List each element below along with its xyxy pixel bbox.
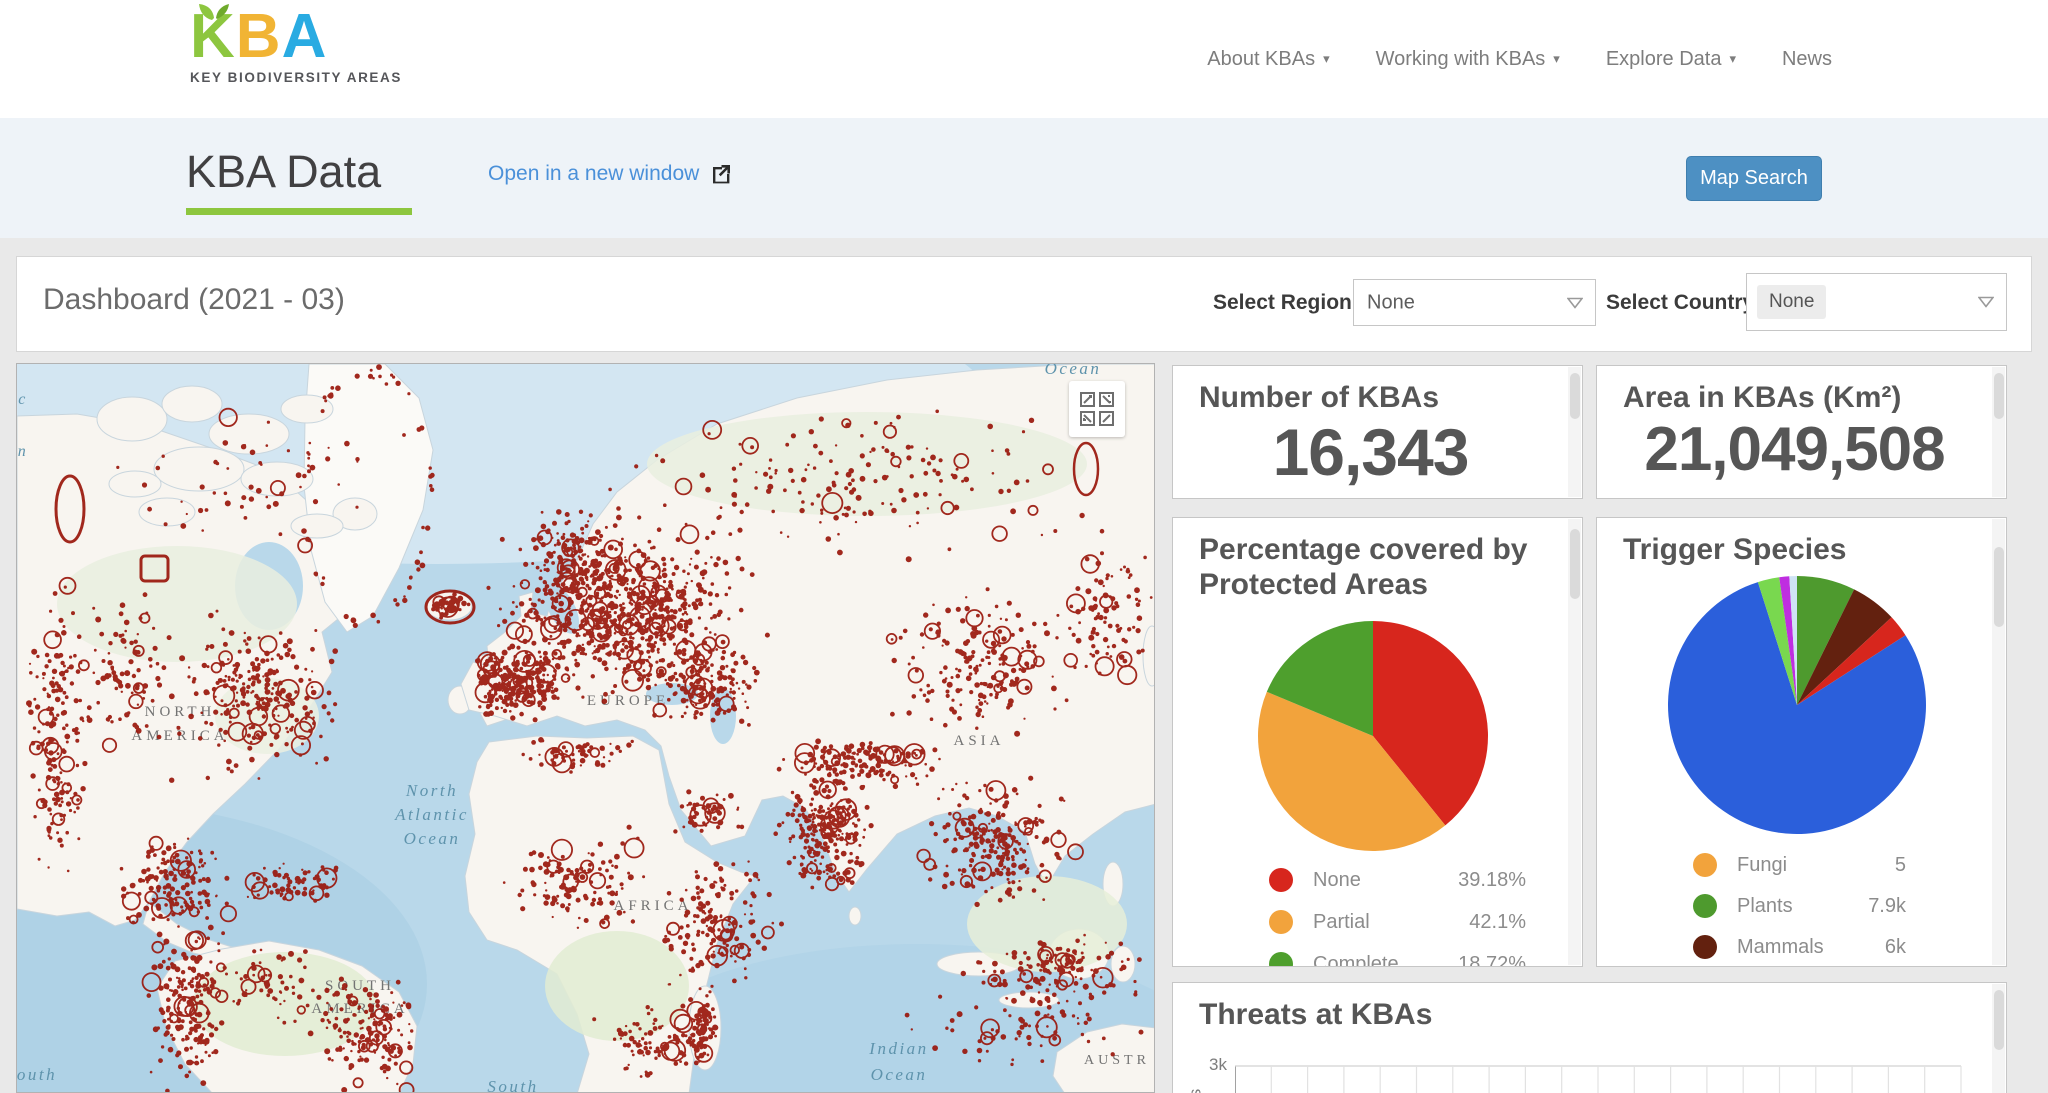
scrollbar-thumb[interactable] [1569,373,1580,419]
scrollbar [1992,984,2005,1093]
svg-text:Ocean: Ocean [1045,364,1102,378]
site-header: KBA KEY BIODIVERSITY AREAS About KBAs ▾ W… [0,0,2048,118]
expand-icon [1080,392,1114,426]
card-title: Threats at KBAs [1199,998,1433,1031]
map-expand-button[interactable] [1069,381,1125,437]
svg-text:NORTH: NORTH [145,704,216,720]
svg-text:Atlantic: Atlantic [394,805,469,824]
external-link-icon [713,165,731,184]
select-region-label: Select Region [1213,291,1352,314]
svg-text:South: South [487,1077,538,1093]
legend-dot [1693,853,1717,877]
area-in-kbas-card: Area in KBAs (Km²) 21,049,508 [1596,365,2007,499]
svg-text:EUROPE: EUROPE [587,693,669,709]
dashboard-title: Dashboard (2021 - 03) [43,283,345,316]
nav-explore-data[interactable]: Explore Data ▾ [1605,47,1736,70]
svg-text:n: n [18,443,29,460]
number-of-kbas-card: Number of KBAs 16,343 [1172,365,1583,499]
scrollbar-thumb[interactable] [1993,547,2004,627]
select-country-dropdown[interactable]: None [1746,273,2007,331]
card-title: Area in KBAs (Km²) [1623,381,1902,414]
y-axis-label-partial: s [1185,1088,1205,1093]
threats-at-kbas-card: Threats at KBAs 3k s [1172,982,2007,1093]
card-title: Percentage covered by Protected Areas [1199,533,1528,602]
area-in-kbas-value: 21,049,508 [1644,415,1945,484]
legend-dot [1269,910,1293,934]
threats-chart-gridlines [1235,1065,1962,1093]
chevron-down-icon: ▾ [1323,50,1330,66]
chevron-down-icon: ▾ [1729,50,1736,66]
kba-logo-letters: KBA [190,2,328,71]
scrollbar [1568,519,1581,965]
legend-dot [1693,894,1717,918]
legend-item: Plants 7.9k [1693,889,1906,923]
dropdown-caret-icon [1567,297,1583,308]
svg-text:AFRICA: AFRICA [613,898,692,914]
chevron-down-icon: ▾ [1553,50,1560,66]
nav-working-with-kbas[interactable]: Working with KBAs ▾ [1375,47,1560,70]
select-country-label: Select Country [1606,291,1755,314]
logo-tagline: KEY BIODIVERSITY AREAS [190,70,402,85]
nav-news[interactable]: News [1781,47,1832,70]
scrollbar [1568,367,1581,497]
svg-text:Indian: Indian [868,1039,928,1058]
legend-item: None 39.18% [1269,863,1526,897]
trigger-species-card: Trigger Species Fungi 5 Plants 7.9k Mamm… [1596,517,2007,967]
legend-dot [1269,868,1293,892]
scrollbar-thumb[interactable] [1569,529,1580,599]
map-search-button[interactable]: Map Search [1686,156,1822,201]
open-new-window-link[interactable]: Open in a new window [488,162,733,186]
svg-text:North: North [405,781,458,800]
scrollbar-thumb[interactable] [1993,990,2004,1050]
page-title: KBA Data [186,146,382,197]
legend-item: Mammals 6k [1693,930,1906,964]
legend-item: Partial 42.1% [1269,905,1526,939]
dashboard-header: Dashboard (2021 - 03) Select Region None… [16,256,2032,352]
map-canvas: NORTHAMERICASOUTHAMERICAAFRICAASIAEUROPE… [17,364,1154,1093]
scrollbar [1992,519,2005,965]
svg-text:outh: outh [17,1065,57,1084]
svg-text:cific: cific [17,1091,52,1093]
svg-text:AMERICA: AMERICA [131,728,228,744]
trigger-species-pie [1667,576,1926,835]
svg-text:Ocean: Ocean [404,829,461,848]
protected-areas-card: Percentage covered by Protected Areas No… [1172,517,1583,967]
kba-world-map[interactable]: NORTHAMERICASOUTHAMERICAAFRICAASIAEUROPE… [16,363,1155,1093]
legend-dot [1269,952,1293,966]
main-nav: About KBAs ▾ Working with KBAs ▾ Explore D… [1207,0,1832,118]
scrollbar [1992,367,2005,497]
legend-dot [1693,935,1717,959]
legend-item: Complete 18.72% [1269,947,1526,966]
svg-text:Ocean: Ocean [871,1065,928,1084]
svg-text:c: c [18,391,28,408]
protected-areas-pie [1258,621,1489,851]
y-axis-tick-3k: 3k [1209,1055,1227,1074]
number-of-kbas-value: 16,343 [1272,415,1470,489]
svg-text:AUSTR: AUSTR [1084,1053,1150,1068]
card-title: Number of KBAs [1199,381,1440,414]
card-title: Trigger Species [1623,533,1847,566]
dropdown-caret-icon [1978,296,1994,308]
title-underline [186,208,412,215]
nav-about-kbas[interactable]: About KBAs ▾ [1207,47,1330,70]
hero-band: KBA Data Open in a new window Map Search [0,118,2048,238]
kba-logo[interactable]: KBA KEY BIODIVERSITY AREAS [190,2,430,85]
legend-item: Fungi 5 [1693,848,1906,882]
svg-text:ASIA: ASIA [953,733,1004,749]
select-region-dropdown[interactable]: None [1353,279,1596,326]
svg-text:SOUTH: SOUTH [325,978,395,994]
leaf-icon [199,4,229,20]
scrollbar-thumb[interactable] [1993,373,2004,419]
